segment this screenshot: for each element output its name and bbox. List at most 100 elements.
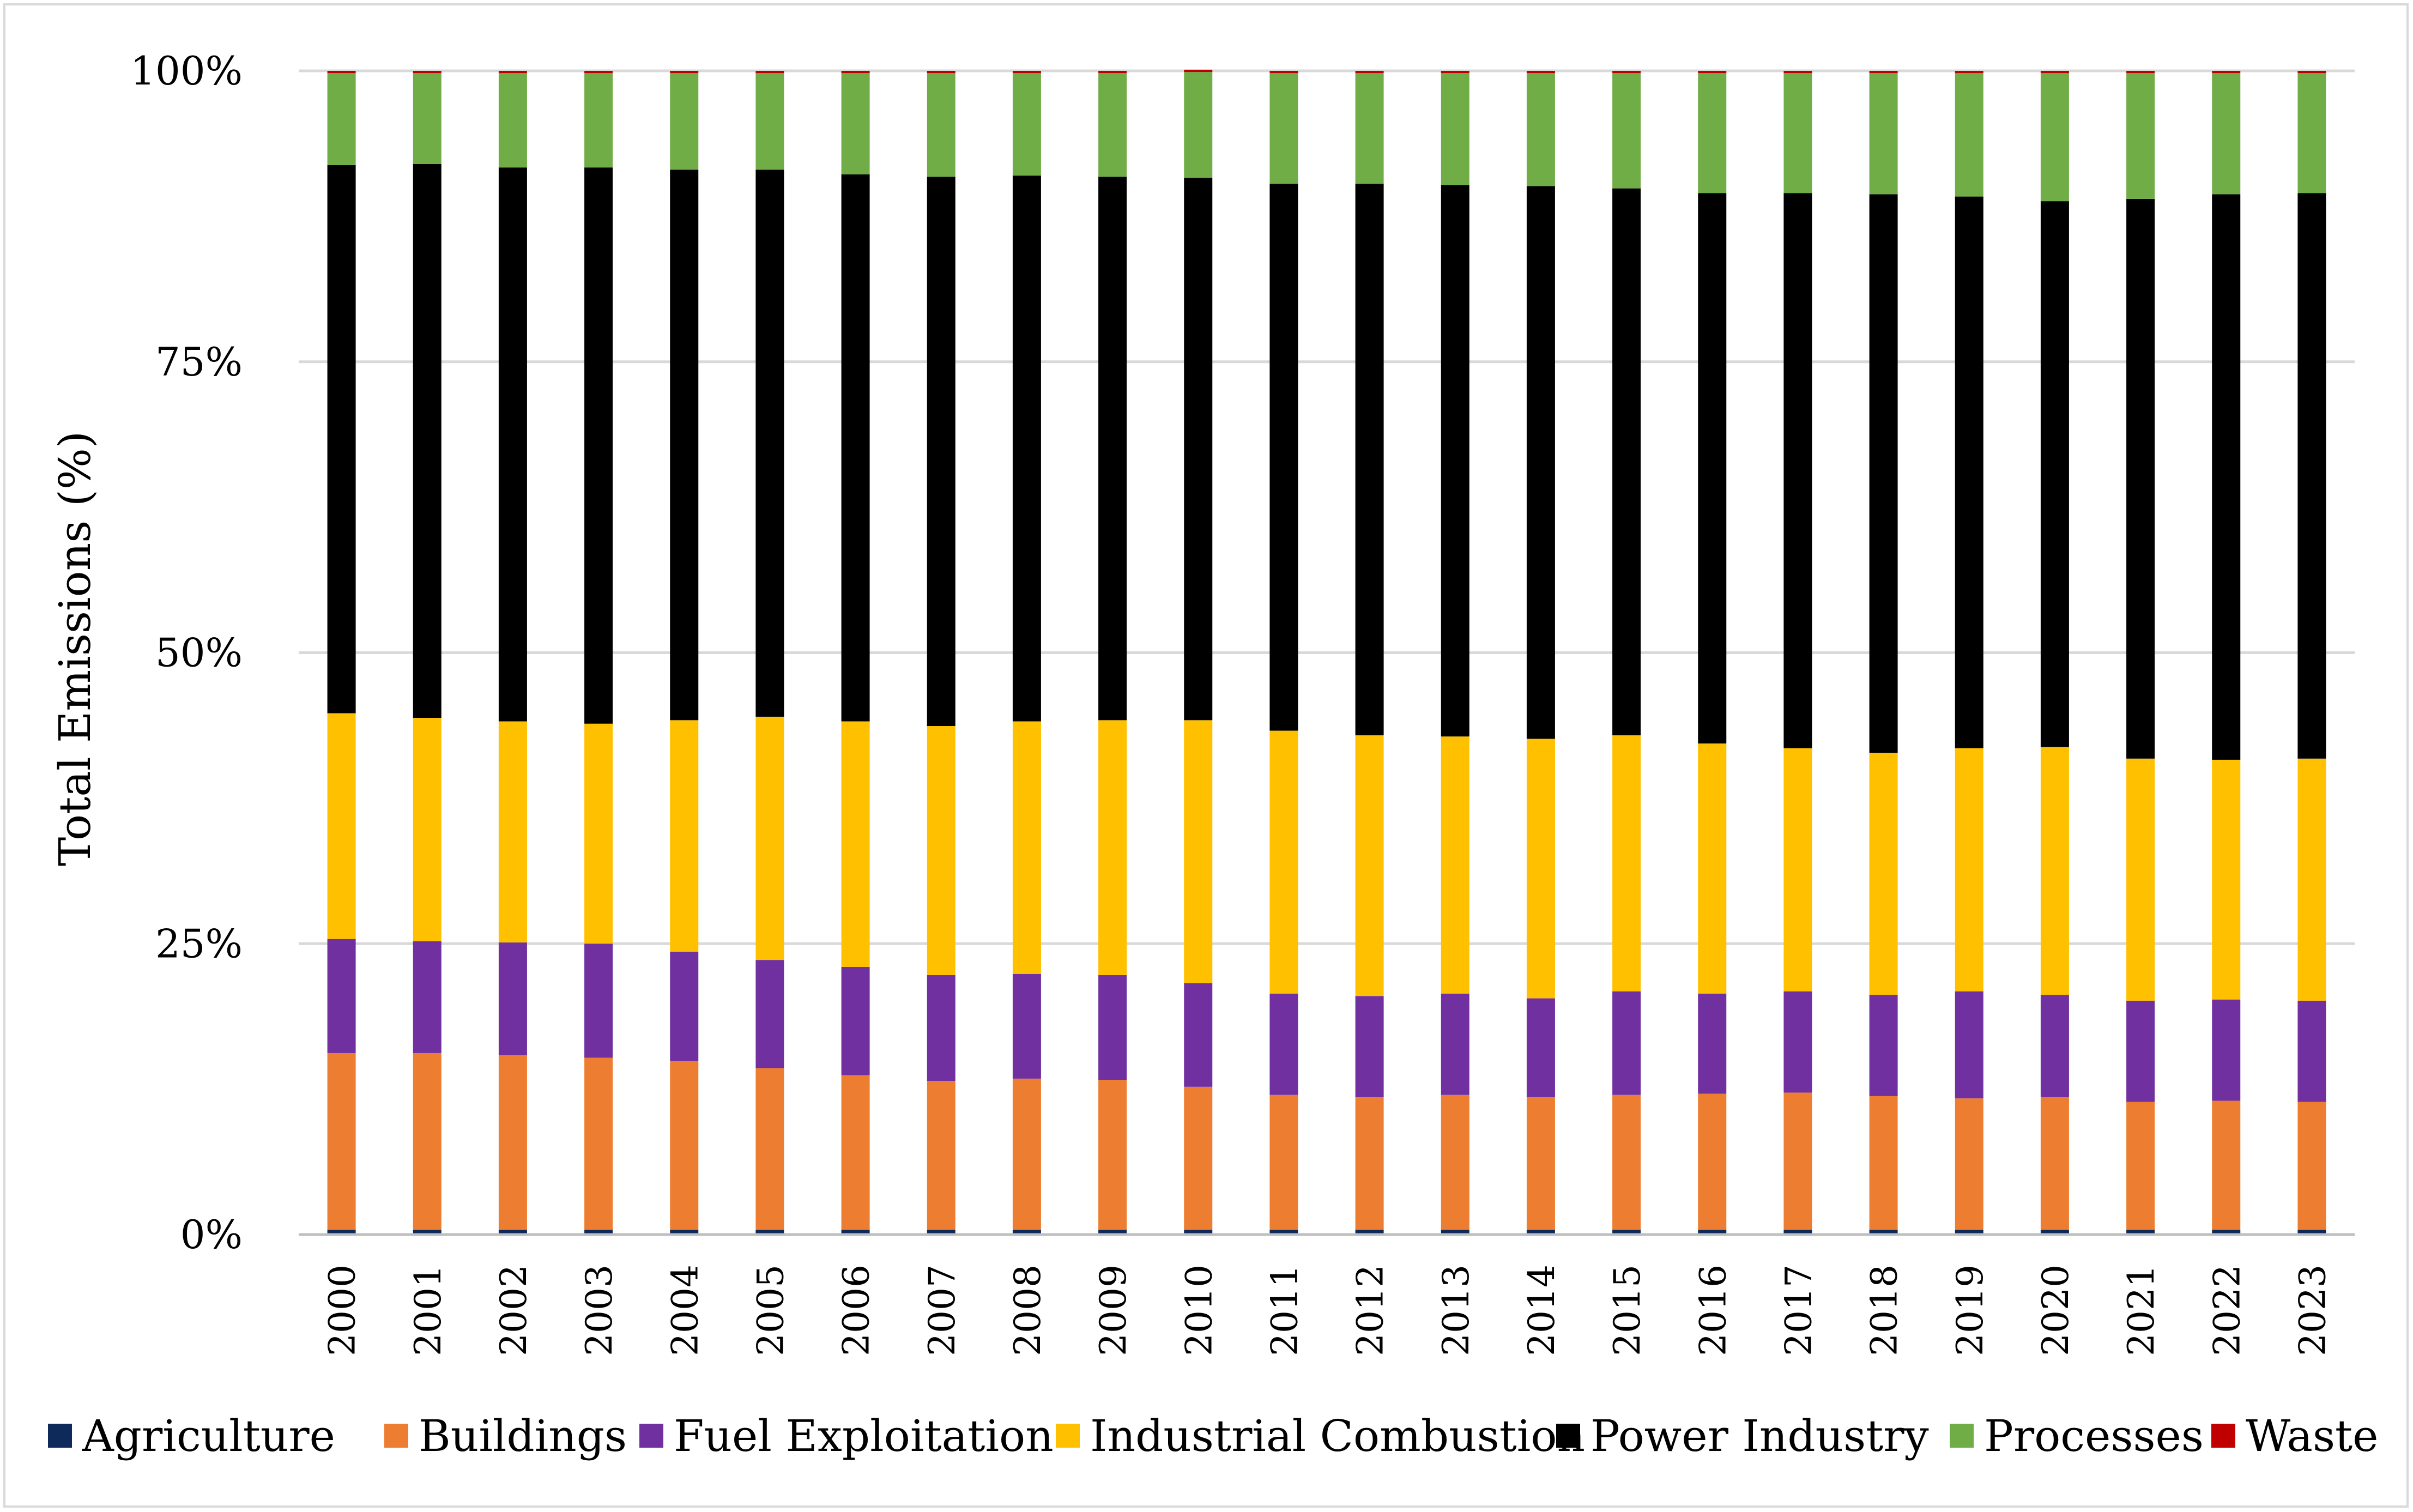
bar-fuel-exploitation-2006 (841, 966, 870, 1075)
bar-waste-2014 (1526, 71, 1555, 74)
bar-agriculture-2001 (413, 1230, 442, 1235)
bar-industrial-combustion-2001 (413, 718, 442, 941)
bar-processes-2016 (1698, 73, 1727, 193)
x-tick-label: 2013 (1435, 1265, 1477, 1356)
bar-buildings-2019 (1955, 1098, 1983, 1230)
bar-power-industry-2009 (1098, 177, 1127, 721)
bar-stack-2000 (327, 71, 356, 1235)
legend-label: Processes (1984, 1411, 2204, 1461)
bar-agriculture-2020 (2040, 1230, 2069, 1235)
bar-agriculture-2002 (498, 1230, 527, 1235)
bar-agriculture-2019 (1955, 1230, 1983, 1235)
bar-processes-2000 (327, 73, 356, 165)
bar-agriculture-2011 (1269, 1230, 1298, 1235)
bar-agriculture-2022 (2212, 1230, 2241, 1235)
bar-buildings-2018 (1869, 1096, 1898, 1230)
bar-buildings-2004 (670, 1061, 699, 1230)
x-tick-label: 2001 (407, 1265, 449, 1356)
bar-buildings-2009 (1098, 1080, 1127, 1230)
x-tick-label: 2008 (1007, 1265, 1049, 1356)
bar-power-industry-2002 (498, 167, 527, 722)
bar-buildings-2006 (841, 1075, 870, 1230)
x-tick-label: 2019 (1949, 1265, 1991, 1356)
bar-agriculture-2006 (841, 1230, 870, 1235)
bar-processes-2017 (1783, 73, 1812, 193)
bar-power-industry-2014 (1526, 186, 1555, 739)
bar-buildings-2002 (498, 1055, 527, 1230)
bar-fuel-exploitation-2007 (927, 975, 955, 1081)
bar-processes-2014 (1526, 73, 1555, 186)
bar-buildings-2014 (1526, 1097, 1555, 1230)
x-tick-labels: 2000 2001 2002 2003 2004 2005 2006 2007 2008 2009… (322, 1265, 2334, 1356)
bar-stack-2018 (1869, 71, 1898, 1235)
bar-processes-2001 (413, 73, 442, 164)
bar-stack-2019 (1955, 71, 1983, 1235)
bar-processes-2022 (2212, 73, 2241, 195)
bar-stack-2005 (755, 71, 784, 1235)
bar-power-industry-2013 (1441, 185, 1469, 737)
bar-stack-2012 (1355, 71, 1384, 1235)
x-tick-label: 2016 (1692, 1265, 1734, 1356)
bar-industrial-combustion-2007 (927, 726, 955, 975)
legend-item-buildings: Buildings (384, 1411, 627, 1461)
x-tick-label: 2000 (322, 1265, 364, 1356)
bar-fuel-exploitation-2020 (2040, 995, 2069, 1098)
y-axis-label: Total Emissions (%) (50, 431, 100, 866)
bar-power-industry-2017 (1783, 193, 1812, 748)
bar-processes-2011 (1269, 73, 1298, 184)
bar-industrial-combustion-2011 (1269, 730, 1298, 994)
bar-processes-2005 (755, 73, 784, 170)
bar-agriculture-2009 (1098, 1230, 1127, 1235)
x-tick-label: 2003 (578, 1265, 620, 1356)
y-tick-label: 100% (130, 48, 243, 94)
bar-stack-2004 (670, 71, 699, 1235)
bar-buildings-2021 (2126, 1102, 2155, 1230)
bar-buildings-2013 (1441, 1094, 1469, 1230)
legend-swatch (1556, 1424, 1580, 1448)
bar-industrial-combustion-2020 (2040, 747, 2069, 995)
bar-fuel-exploitation-2015 (1612, 991, 1641, 1095)
bar-waste-2016 (1698, 71, 1727, 74)
bar-waste-2000 (327, 71, 356, 74)
bar-processes-2009 (1098, 73, 1127, 177)
bar-stack-2020 (2040, 71, 2069, 1235)
bar-waste-2017 (1783, 71, 1812, 74)
bar-power-industry-2016 (1698, 193, 1727, 744)
bar-fuel-exploitation-2017 (1783, 991, 1812, 1093)
bar-waste-2003 (584, 71, 613, 74)
legend-label: Fuel Exploitation (674, 1411, 1054, 1461)
bar-industrial-combustion-2013 (1441, 736, 1469, 994)
bar-buildings-2008 (1012, 1078, 1041, 1230)
x-tick-label: 2011 (1263, 1265, 1305, 1356)
bar-waste-2009 (1098, 71, 1127, 74)
bar-agriculture-2000 (327, 1230, 356, 1235)
x-tick-label: 2005 (749, 1265, 791, 1356)
bar-fuel-exploitation-2008 (1012, 973, 1041, 1079)
bar-industrial-combustion-2005 (755, 716, 784, 960)
bar-agriculture-2005 (755, 1230, 784, 1235)
bar-waste-2012 (1355, 71, 1384, 74)
bar-industrial-combustion-2017 (1783, 748, 1812, 991)
bar-fuel-exploitation-2009 (1098, 975, 1127, 1080)
bar-agriculture-2014 (1526, 1230, 1555, 1235)
x-tick-label: 2006 (836, 1265, 878, 1356)
bar-power-industry-2011 (1269, 184, 1298, 731)
bar-industrial-combustion-2018 (1869, 753, 1898, 995)
bar-agriculture-2023 (2297, 1230, 2326, 1235)
bar-agriculture-2003 (584, 1230, 613, 1235)
bar-fuel-exploitation-2012 (1355, 996, 1384, 1098)
x-tick-label: 2012 (1350, 1265, 1392, 1356)
bar-power-industry-2000 (327, 165, 356, 713)
bar-industrial-combustion-2021 (2126, 758, 2155, 1001)
bar-power-industry-2004 (670, 170, 699, 721)
legend-item-processes: Processes (1950, 1411, 2204, 1461)
bar-agriculture-2013 (1441, 1230, 1469, 1235)
bar-industrial-combustion-2006 (841, 721, 870, 967)
y-tick-labels: 0% 25% 50% 75% 100% (130, 48, 243, 1257)
bar-stack-2021 (2126, 71, 2155, 1235)
bar-agriculture-2016 (1698, 1230, 1727, 1235)
bar-buildings-2023 (2297, 1102, 2326, 1230)
bar-processes-2007 (927, 73, 955, 177)
bar-stack-2013 (1441, 71, 1469, 1235)
